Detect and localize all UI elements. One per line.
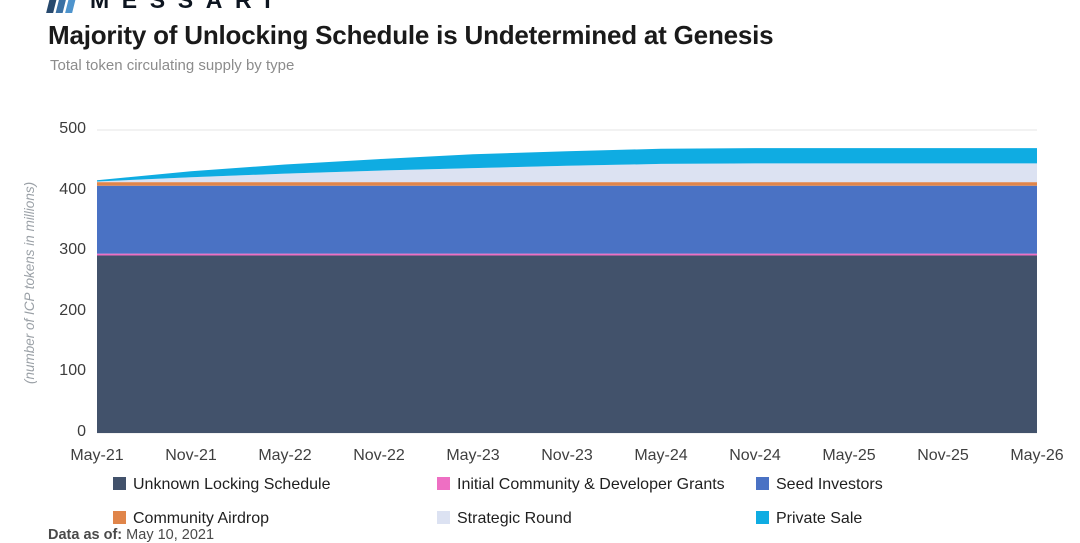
x-tick-label: May-25 xyxy=(822,447,876,464)
x-tick-label: Nov-21 xyxy=(165,447,217,464)
legend-label: Private Sale xyxy=(776,510,863,527)
legend-item-initial-community-developer-grants: Initial Community & Developer Grants xyxy=(437,476,725,494)
x-tick-label: May-21 xyxy=(70,447,124,464)
messari-logo: MESSARI xyxy=(46,0,284,13)
y-tick-label: 100 xyxy=(59,362,86,380)
legend-swatch-icon xyxy=(437,511,450,524)
page-title: Majority of Unlocking Schedule is Undete… xyxy=(48,20,774,50)
x-tick-label: May-23 xyxy=(446,447,500,464)
data-as-of-date: May 10, 2021 xyxy=(126,527,215,543)
brand-name: MESSARI xyxy=(90,0,284,13)
legend-label: Strategic Round xyxy=(457,510,572,527)
area-community-airdrop xyxy=(97,182,1037,186)
y-tick-label: 400 xyxy=(59,180,86,198)
y-tick-label: 0 xyxy=(77,423,86,440)
legend-label: Community Airdrop xyxy=(133,510,270,527)
area-unknown-locking-schedule xyxy=(97,255,1037,433)
legend-item-community-airdrop: Community Airdrop xyxy=(113,510,269,528)
legend-swatch-icon xyxy=(756,511,769,524)
x-tick-label: Nov-23 xyxy=(541,447,593,464)
legend-item-strategic-round: Strategic Round xyxy=(437,510,572,528)
legend-label: Unknown Locking Schedule xyxy=(133,476,331,493)
legend-swatch-icon xyxy=(437,477,450,490)
data-as-of-label: Data as of: xyxy=(48,527,123,543)
y-tick-label: 300 xyxy=(59,241,86,259)
legend-label: Seed Investors xyxy=(776,476,883,493)
x-tick-label: May-26 xyxy=(1010,447,1064,464)
x-tick-label: Nov-25 xyxy=(917,447,969,464)
x-tick-label: May-22 xyxy=(258,447,312,464)
area-seed-investors xyxy=(97,185,1037,254)
legend-label: Initial Community & Developer Grants xyxy=(457,476,725,493)
data-as-of-note: Data as of: May 10, 2021 xyxy=(48,527,214,543)
area-private-sale xyxy=(97,148,1037,182)
area-initial-community-developer-grants xyxy=(97,253,1037,256)
x-tick-label: Nov-22 xyxy=(353,447,405,464)
legend-item-seed-investors: Seed Investors xyxy=(756,476,883,494)
legend-swatch-icon xyxy=(113,511,126,524)
chart-subtitle: Total token circulating supply by type xyxy=(50,57,295,74)
area-strategic-round xyxy=(97,163,1037,183)
legend-item-unknown-locking-schedule: Unknown Locking Schedule xyxy=(113,476,330,494)
legend-swatch-icon xyxy=(113,477,126,490)
legend-item-private-sale: Private Sale xyxy=(756,510,862,528)
x-tick-label: Nov-24 xyxy=(729,447,781,464)
legend-swatch-icon xyxy=(756,477,769,490)
y-tick-label: 500 xyxy=(59,120,86,137)
y-tick-label: 200 xyxy=(59,301,86,319)
x-tick-label: May-24 xyxy=(634,447,688,464)
